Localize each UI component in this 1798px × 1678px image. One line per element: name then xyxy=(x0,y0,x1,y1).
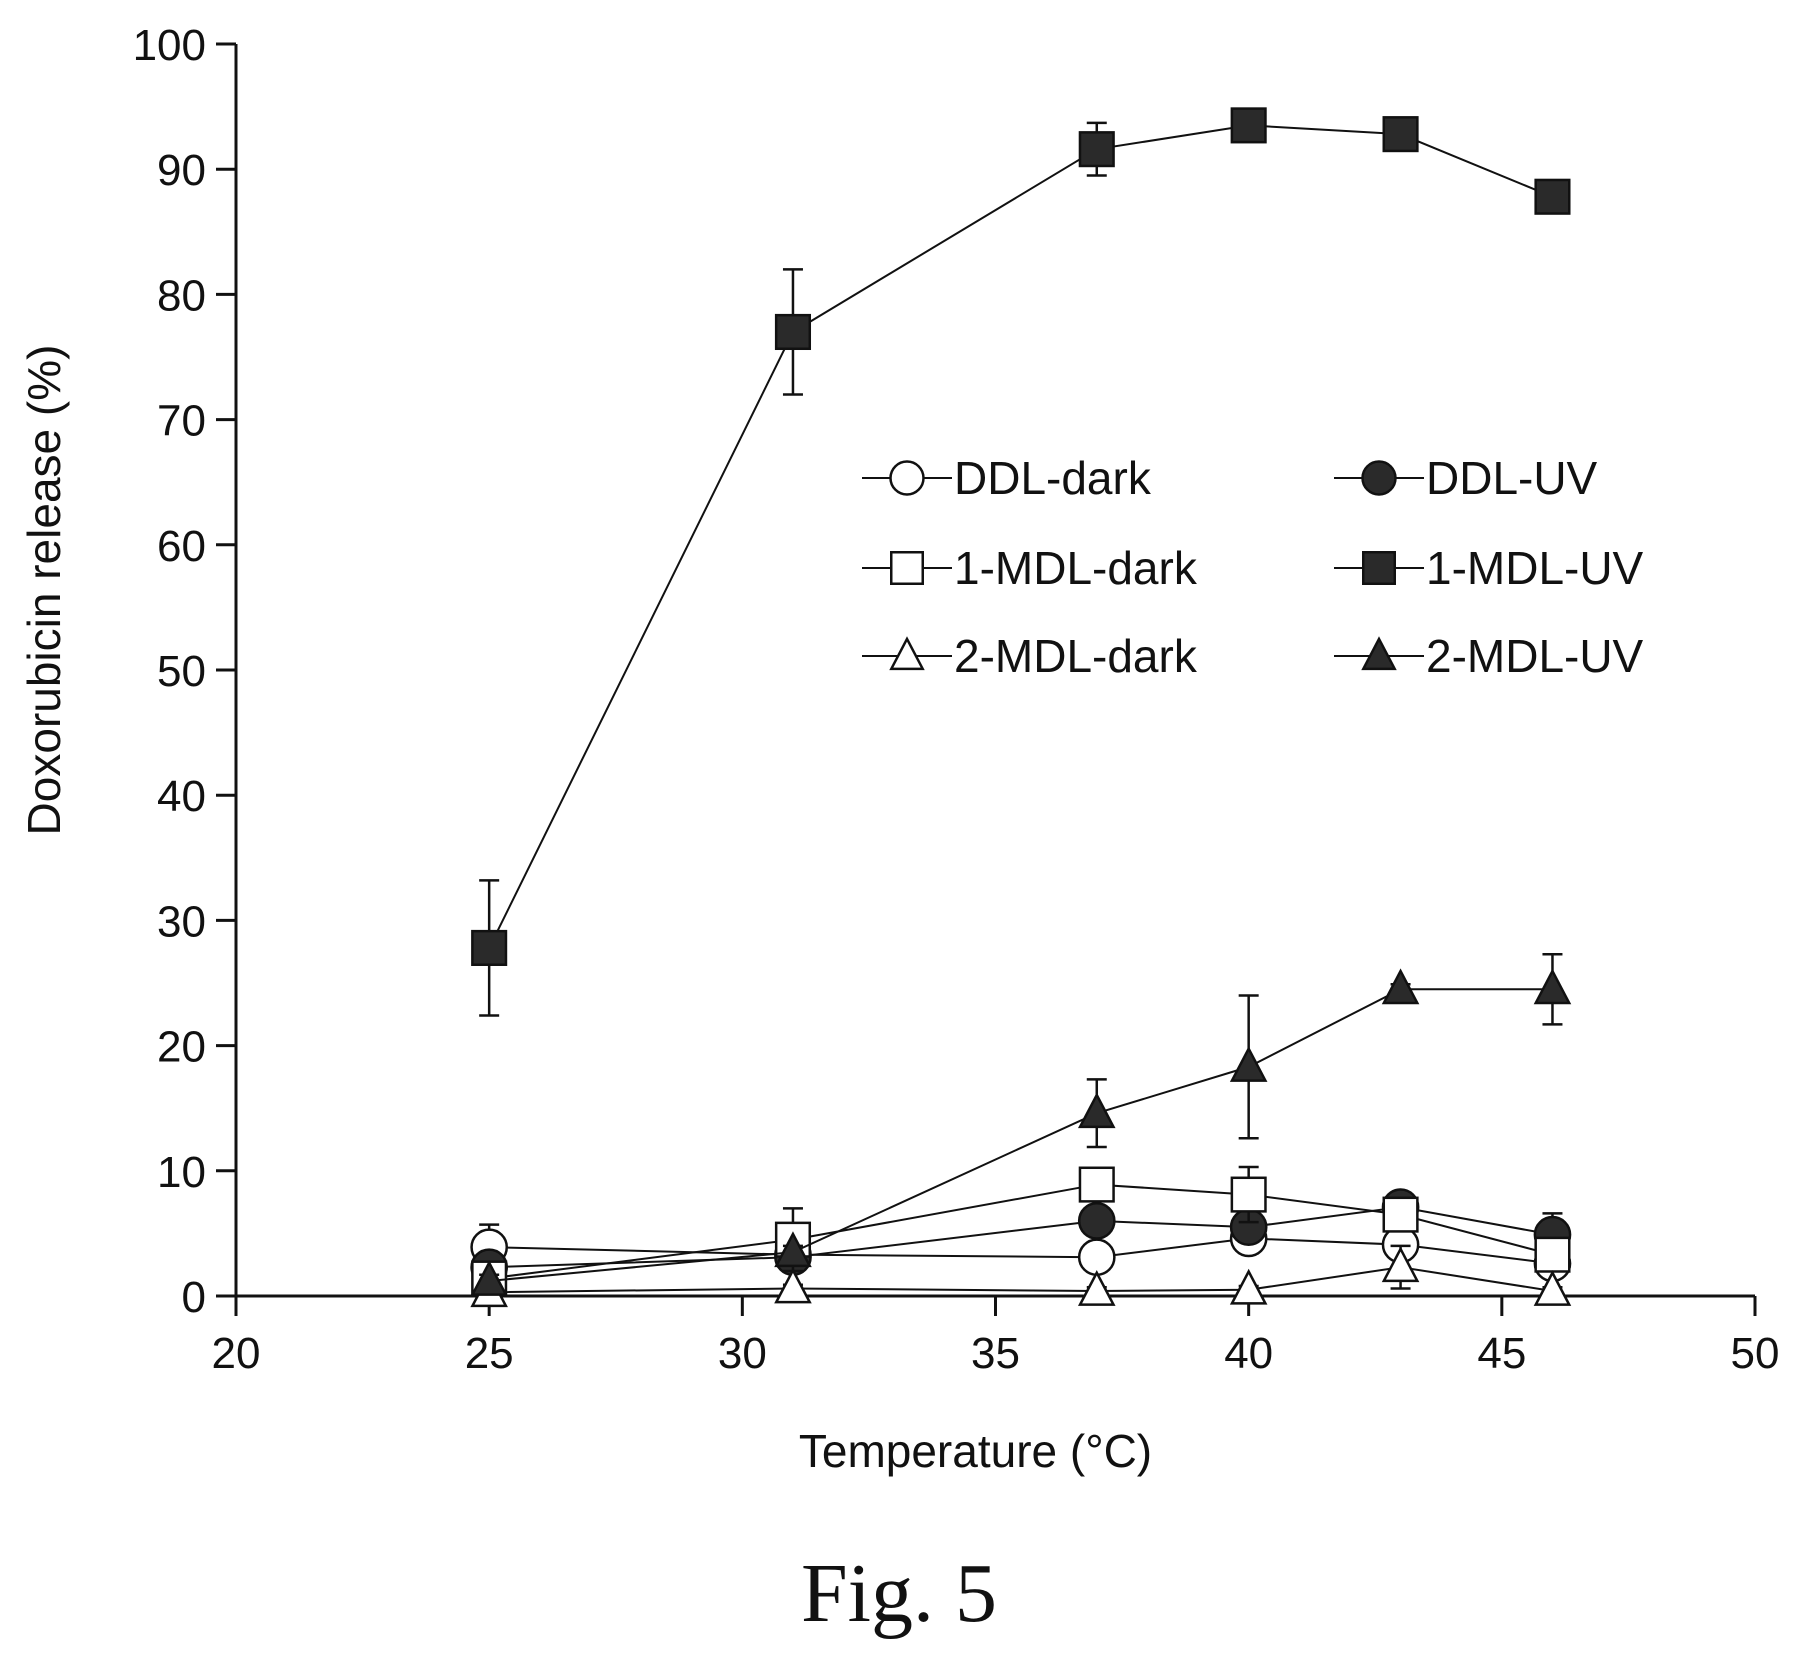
data-point xyxy=(774,313,812,351)
series-line xyxy=(489,988,1553,1282)
y-tick-label: 40 xyxy=(157,772,206,821)
legend-swatch-marker xyxy=(889,636,925,671)
legend-swatch-marker xyxy=(1361,460,1397,496)
y-axis-title: Doxorubicin release (%) xyxy=(18,345,70,836)
data-point xyxy=(1078,1166,1115,1203)
series-line xyxy=(489,1183,1553,1280)
legend-swatch-marker xyxy=(1362,551,1396,585)
data-point xyxy=(1534,178,1571,215)
data-point xyxy=(1382,1196,1419,1233)
data-point xyxy=(1230,1176,1267,1213)
data-point xyxy=(1230,107,1267,144)
y-tick-label: 0 xyxy=(182,1273,206,1322)
legend: DDL-dark DDL-UV 1-MDL-dark 1-MDL-UV 2-MDL-da… xyxy=(862,452,1644,682)
legend-label: 2-MDL-UV xyxy=(1426,630,1644,682)
data-point xyxy=(1229,1268,1268,1305)
y-tick-label: 60 xyxy=(157,522,206,571)
y-tick-label: 10 xyxy=(157,1148,206,1197)
series-line xyxy=(489,1237,1553,1265)
legend-label: DDL-dark xyxy=(954,452,1152,504)
series-line xyxy=(488,124,1553,949)
legend-swatch-marker xyxy=(1361,636,1397,671)
legend-item: DDL-UV xyxy=(1334,452,1598,504)
series-1-mdl-uv xyxy=(471,107,1571,1017)
data-point xyxy=(1382,116,1419,153)
legend-label: 2-MDL-dark xyxy=(954,630,1198,682)
data-point xyxy=(470,1260,508,1296)
y-tick-label: 80 xyxy=(157,271,206,320)
figure-caption: Fig. 5 xyxy=(800,1547,998,1640)
legend-swatch-marker xyxy=(889,460,925,496)
data-point xyxy=(1534,1236,1571,1273)
legend-label: 1-MDL-UV xyxy=(1426,542,1644,594)
data-point xyxy=(1381,968,1420,1005)
data-point xyxy=(1077,1092,1116,1129)
x-tick-label: 50 xyxy=(1731,1329,1780,1378)
y-tick-label: 30 xyxy=(157,897,206,946)
legend-item: 2-MDL-UV xyxy=(1334,630,1644,682)
data-point xyxy=(1381,1246,1420,1283)
data-point xyxy=(1533,968,1572,1005)
y-tick-label: 70 xyxy=(157,397,206,446)
x-tick-label: 30 xyxy=(718,1329,767,1378)
legend-item: 1-MDL-dark xyxy=(862,542,1198,594)
x-tick-label: 40 xyxy=(1224,1329,1273,1378)
data-point xyxy=(1077,1238,1116,1277)
data-point xyxy=(774,1267,812,1304)
y-tick-label: 100 xyxy=(133,21,206,70)
legend-item: 2-MDL-dark xyxy=(862,630,1198,682)
y-tick-label: 50 xyxy=(157,647,206,696)
x-tick-label: 20 xyxy=(212,1329,261,1378)
series-line xyxy=(489,1206,1553,1269)
data-point xyxy=(1229,1045,1268,1082)
y-tick-label: 90 xyxy=(157,146,206,195)
data-point xyxy=(1077,1202,1116,1240)
data-point xyxy=(471,929,508,966)
legend-swatch-marker xyxy=(890,551,924,585)
legend-item: DDL-dark xyxy=(862,452,1152,504)
y-tick-label: 20 xyxy=(157,1023,206,1072)
series-line xyxy=(489,1266,1553,1294)
legend-item: 1-MDL-UV xyxy=(1334,542,1644,594)
data-point xyxy=(1078,131,1115,168)
data-point xyxy=(1077,1270,1116,1306)
legend-label: DDL-UV xyxy=(1426,452,1598,504)
chart: 0 10 20 30 40 50 60 70 80 90 100 20 25 30 35 40 45 50 Temp… xyxy=(18,21,1780,1477)
data-point xyxy=(774,1231,812,1268)
x-tick-label: 45 xyxy=(1477,1329,1526,1378)
x-tick-label: 25 xyxy=(465,1329,514,1378)
series-2-mdl-uv xyxy=(470,952,1572,1296)
x-tick-label: 35 xyxy=(971,1329,1020,1378)
legend-label: 1-MDL-dark xyxy=(954,542,1198,594)
x-axis-title: Temperature (°C) xyxy=(799,1425,1152,1477)
data-point xyxy=(1533,1270,1572,1306)
